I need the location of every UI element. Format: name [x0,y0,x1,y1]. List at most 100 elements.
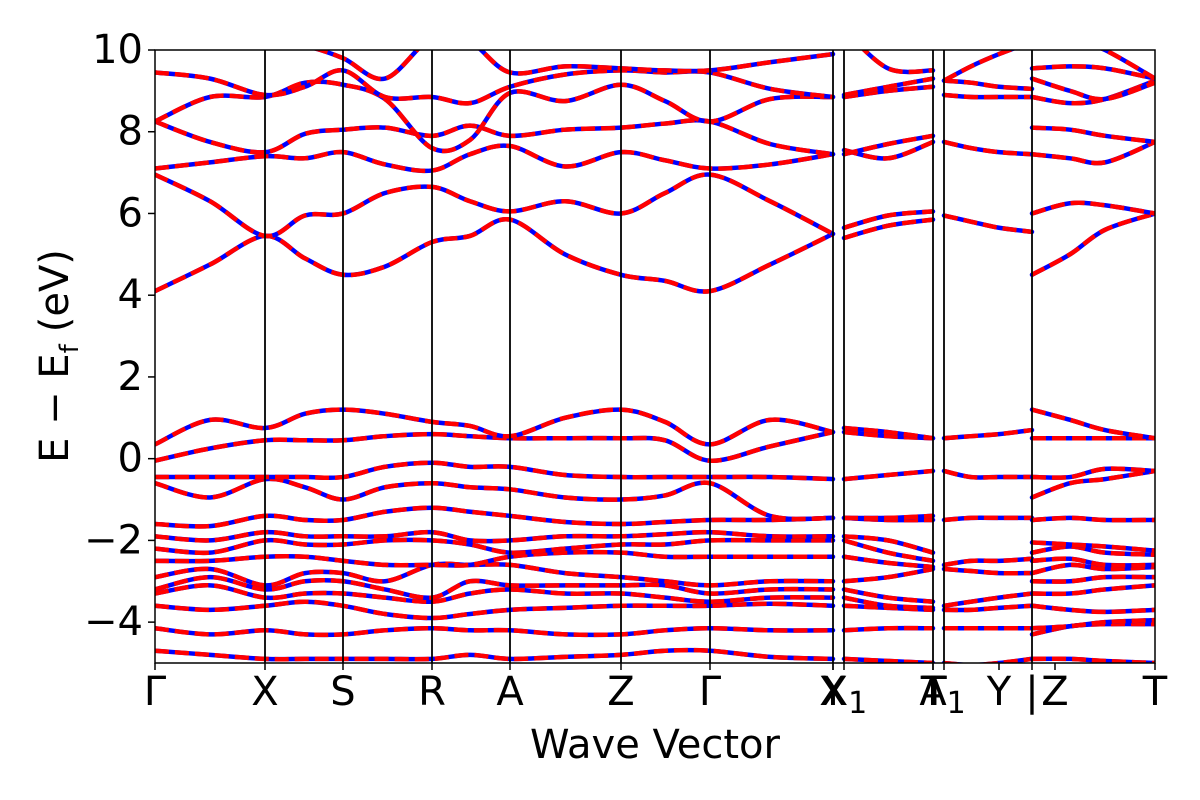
band-line-red-dashed [1031,125,1155,145]
band-line-red-dashed [155,537,833,556]
band-line-red-dashed [843,587,934,604]
y-tick-label: −2 [84,517,143,563]
kpoint-lines [264,50,1033,663]
band-line-red-dashed [843,76,934,98]
band-line-red-dashed [843,209,934,230]
x-tick-label: Γ [144,669,167,715]
x-tick-label: Y [820,669,846,715]
band-line-red-dashed [943,468,1032,480]
y-tick-label: 10 [92,27,143,73]
x-axis-title: Wave Vector [530,722,781,768]
band-line-red-dashed [1031,540,1155,553]
band-line-blue [312,50,836,82]
band-line-red-dashed [843,468,934,482]
band-line-red-dashed [1099,50,1155,81]
band-line-red-dashed [843,425,934,441]
band-line-red-dashed [1031,621,1155,637]
band-line-red-dashed [155,583,834,605]
band-line-red-dashed [843,656,934,663]
band-line-red-dashed [155,407,834,447]
band-line-red-dashed [1031,562,1155,576]
band-line-red-dashed [1031,466,1155,480]
x-tick-label: T [920,669,946,715]
band-line-red-dashed [1031,407,1155,441]
y-tick-label: 2 [118,354,143,400]
y-tick-label: 6 [118,190,143,236]
y-tick-label: 4 [118,272,143,318]
band-line-red-dashed [843,429,934,441]
band-line-blue [861,50,936,75]
band-line-red-dashed [1031,574,1155,584]
band-line-red-dashed [155,626,834,638]
band-line-red-dashed [1031,76,1155,102]
band-line-red-dashed [943,566,1033,576]
band-line-red-dashed [1031,200,1155,216]
band-line-red-dashed [942,50,1017,83]
band-line-red-dashed [843,217,934,241]
y-axis-title-main: E − E [32,353,78,463]
band-line-red-dashed [155,429,834,463]
x-tick-label: Γ [699,669,722,715]
band-line-red-dashed [843,133,934,157]
band-line-red-dashed [943,603,1033,613]
x-tick-label: S [330,669,355,715]
band-line-red-dashed [155,549,833,568]
y-tick-label: 0 [118,436,143,482]
band-line-red-dashed [843,513,934,521]
band-line-red-dashed [943,556,1033,568]
band-line-red-dashed [943,78,1033,92]
band-line-red-dashed [1031,544,1155,557]
band-line-red-dashed [1031,556,1155,568]
band-line-red-dashed [943,213,1033,235]
band-line-red-dashed [943,591,1033,609]
band-line-red-dashed [943,92,1032,100]
band-line-red-dashed [155,529,834,544]
y-axis-title-subscript: f [55,343,85,353]
band-line-red-dashed [155,217,834,294]
band-line-red-dashed [843,566,934,584]
band-line-red-dashed [1031,64,1155,81]
band-line-red-dashed [843,84,934,100]
band-line-red-dashed [1031,603,1155,615]
band-line-red-dashed [155,647,834,662]
band-line-red-dashed [155,505,834,529]
x-tick-label: Z [607,669,634,715]
band-line-red-dashed [155,172,835,239]
band-line-red-dashed [1031,583,1155,597]
plot-frame [154,49,1156,664]
band-line-red-dashed [155,460,834,482]
x-tick-label: X [251,669,278,715]
band-line-red-dashed [155,476,834,522]
x-tick-label: R [418,669,446,715]
x-tick-label: | [1025,669,1038,715]
band-line-red-dashed [1031,139,1155,166]
x-tick-label: X [819,669,846,715]
svg-text:E − Ef(eV): E − Ef (eV) [32,249,85,463]
band-line-red-dashed [1030,211,1155,277]
y-tick-label: −4 [84,599,143,645]
x-tick-label: X1 [821,669,868,721]
band-line-red-dashed [155,143,834,174]
band-line-red-dashed [1031,617,1155,631]
band-line-red-dashed [155,599,834,621]
band-line-red-dashed [843,534,934,555]
x-tick-label: T1 [921,669,966,721]
x-tick-label: A [919,669,947,715]
band-line-red-dashed [843,595,934,611]
y-axis-title-unit: (eV) [32,249,78,332]
y-axis-title: E − Ef (eV) [32,249,85,463]
band-line-red-dashed [943,427,1033,441]
band-line-red-dashed [943,515,1032,523]
y-axis: −4 −2 0 2 4 6 8 10 [84,27,155,645]
x-tick-label: Z [1041,669,1068,715]
band-line-red-dashed [1031,515,1155,523]
band-line-red-dashed [944,656,1033,663]
x-tick-label: A [496,669,524,715]
band-line-red-dashed [155,574,834,601]
band-line-red-dashed [943,139,1033,157]
band-line-red-dashed [843,538,934,564]
band-line-red-dashed [843,625,934,633]
x-tick-label: Y [986,669,1012,715]
